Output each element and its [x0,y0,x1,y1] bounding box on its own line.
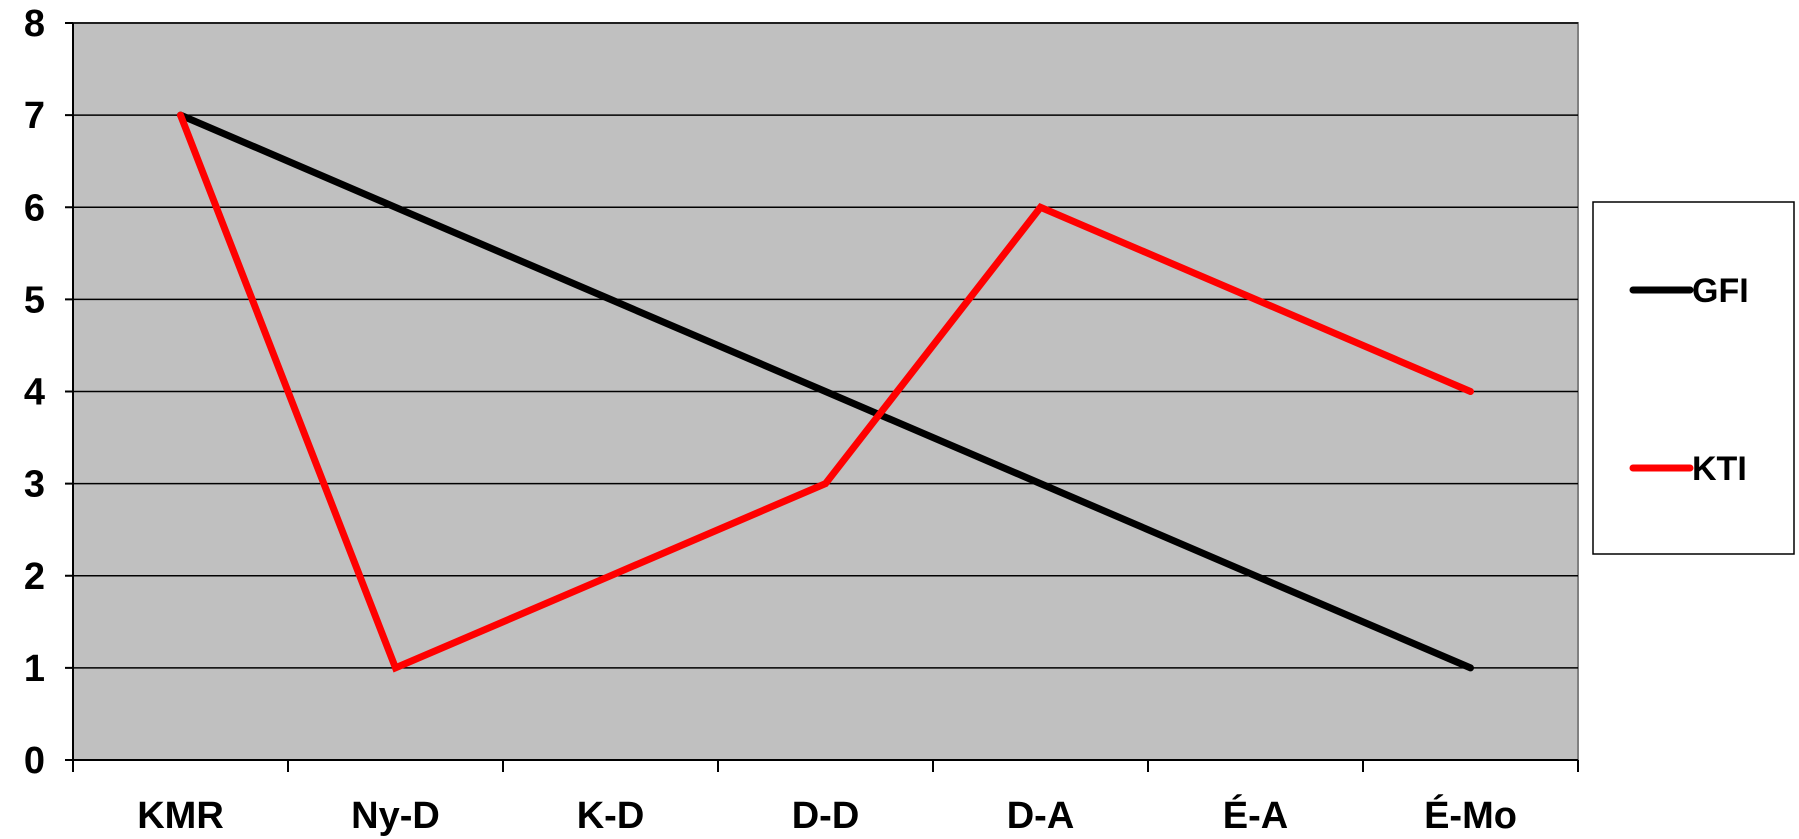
x-tick-label: É-Mo [1424,793,1517,837]
y-axis-tick-labels: 0 1 2 3 4 5 6 7 8 [24,3,45,782]
y-tick-label: 2 [24,556,45,598]
y-tick-label: 3 [24,464,45,506]
legend: GFI KTI [1592,201,1795,555]
x-tick-label: Ny-D [351,795,440,837]
y-tick-label: 7 [24,95,45,137]
x-tick-label: D-D [792,795,860,837]
x-tick-label: K-D [577,795,645,837]
x-tick-label: KMR [137,795,224,837]
axes [65,22,1579,772]
legend-box [1592,201,1795,555]
series-lines [177,111,1474,673]
x-tick-label: É-A [1223,793,1288,837]
y-tick-label: 5 [24,279,45,321]
y-tick-label: 4 [24,372,45,414]
y-tick-label: 8 [24,3,45,45]
y-tick-label: 6 [24,187,45,229]
legend-label-gfi: GFI [1692,272,1749,310]
x-tick-label: D-A [1007,795,1075,837]
gridlines [73,22,1578,669]
legend-label-kti: KTI [1692,450,1747,488]
y-tick-label: 0 [24,740,45,782]
y-tick-label: 1 [24,648,45,690]
x-axis-tick-labels: KMR Ny-D K-D D-D D-A É-A É-Mo [137,793,1517,837]
